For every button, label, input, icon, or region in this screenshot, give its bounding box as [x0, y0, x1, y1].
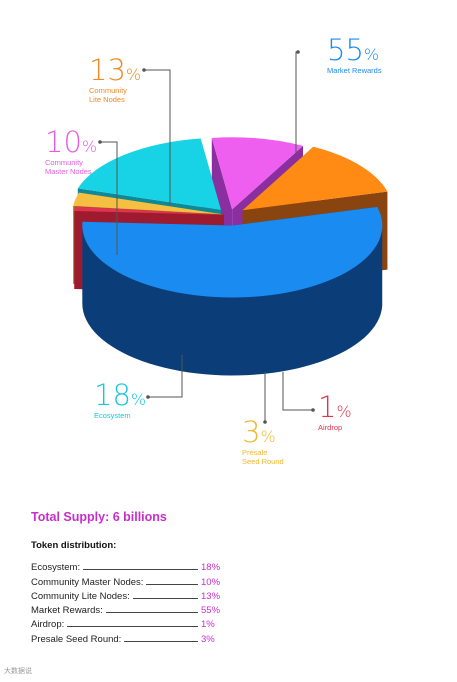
callout-name-line: Community	[45, 158, 83, 167]
callout-name-line: Master Nodes	[45, 167, 92, 176]
distribution-row-lite-nodes: Community Lite Nodes: 13%	[31, 588, 221, 602]
callout-ecosystem: 18%Ecosystem	[94, 355, 183, 420]
distribution-list: Ecosystem: 18% Community Master Nodes: 1…	[31, 559, 221, 645]
callout-leader-line	[295, 51, 298, 155]
row-label: Presale Seed Round:	[31, 633, 122, 645]
callout-percent-number: 13	[89, 53, 126, 87]
callout-percent: 1%	[318, 390, 352, 424]
callout-percent: 10%	[45, 125, 97, 159]
callout-name-line: Market Rewards	[327, 66, 382, 75]
row-label: Airdrop:	[31, 619, 65, 631]
row-value: 55%	[201, 605, 221, 617]
row-leader-line	[146, 583, 198, 585]
row-label: Community Master Nodes:	[31, 576, 144, 588]
callout-leader-line	[282, 372, 313, 411]
slice-outer-wall	[82, 225, 383, 376]
row-label: Ecosystem:	[31, 562, 81, 574]
slice-top	[73, 192, 223, 215]
callout-leader-dot	[142, 68, 146, 72]
distribution-heading: Token distribution:	[31, 540, 117, 551]
callout-percent: 55%	[327, 33, 379, 67]
callout-percent-number: 1	[318, 390, 336, 424]
row-value: 1%	[201, 619, 215, 631]
slice-top	[77, 138, 221, 210]
distribution-row-market-rewards: Market Rewards: 55%	[31, 602, 221, 616]
row-leader-line	[105, 612, 198, 614]
callout-name-line: Seed Round	[242, 457, 284, 466]
callout-name-line: Community	[89, 86, 127, 95]
distribution-row-airdrop: Airdrop: 1%	[31, 616, 221, 630]
row-label: Market Rewards:	[31, 605, 103, 617]
row-value: 13%	[201, 590, 221, 602]
callout-name-line: Lite Nodes	[89, 95, 125, 104]
callout-leader-dot	[311, 408, 315, 412]
callout-name-line: Ecosystem	[94, 411, 131, 420]
pie-slices	[73, 137, 388, 376]
callout-leader-line	[100, 141, 118, 255]
callout-percent-number: 10	[45, 125, 82, 159]
callout-percent-number: 3	[242, 415, 260, 449]
callout-name-line: Airdrop	[318, 423, 342, 432]
callout-airdrop: 1%Airdrop	[282, 372, 352, 432]
distribution-row-ecosystem: Ecosystem: 18%	[31, 559, 221, 573]
slice-top	[82, 206, 383, 298]
callout-leader-dot	[263, 420, 267, 424]
slice-top	[74, 206, 225, 215]
row-value: 18%	[201, 562, 221, 574]
callout-percent-sign: %	[260, 427, 275, 446]
callout-leader-line	[148, 355, 183, 398]
slice-top	[242, 146, 388, 211]
row-leader-line	[67, 626, 198, 628]
total-supply-title: Total Supply: 6 billions	[31, 510, 167, 524]
row-leader-line	[132, 597, 198, 599]
slice-market-rewards	[82, 206, 383, 376]
row-leader-line	[83, 569, 198, 571]
distribution-row-master-nodes: Community Master Nodes: 10%	[31, 573, 221, 588]
callout-leader-dot	[98, 140, 102, 144]
slice-top	[211, 137, 304, 210]
callout-percent-sign: %	[364, 45, 379, 64]
callout-percent-sign: %	[336, 402, 351, 421]
watermark: 大数据说	[4, 668, 32, 675]
callout-leader-dot	[296, 50, 300, 54]
callout-leader-line	[144, 69, 171, 205]
callout-market-rewards: 55%Market Rewards	[295, 33, 382, 155]
row-value: 10%	[201, 576, 221, 588]
callout-name-line: Presale	[242, 448, 267, 457]
row-value: 3%	[201, 633, 215, 645]
row-leader-line	[124, 640, 198, 642]
callout-leader-dot	[146, 395, 150, 399]
callout-percent: 18%	[94, 378, 146, 412]
callout-percent-sign: %	[131, 390, 146, 409]
callout-percent: 13%	[89, 53, 141, 87]
row-label: Community Lite Nodes:	[31, 590, 130, 602]
callout-percent-number: 55	[327, 33, 364, 67]
callout-percent-sign: %	[82, 137, 97, 156]
callout-percent-sign: %	[126, 65, 141, 84]
callout-percent: 3%	[242, 415, 276, 449]
distribution-row-presale: Presale Seed Round: 3%	[31, 630, 221, 645]
token-summary: Total Supply: 6 billions Token distribut…	[31, 510, 221, 645]
callout-percent-number: 18	[94, 378, 131, 412]
